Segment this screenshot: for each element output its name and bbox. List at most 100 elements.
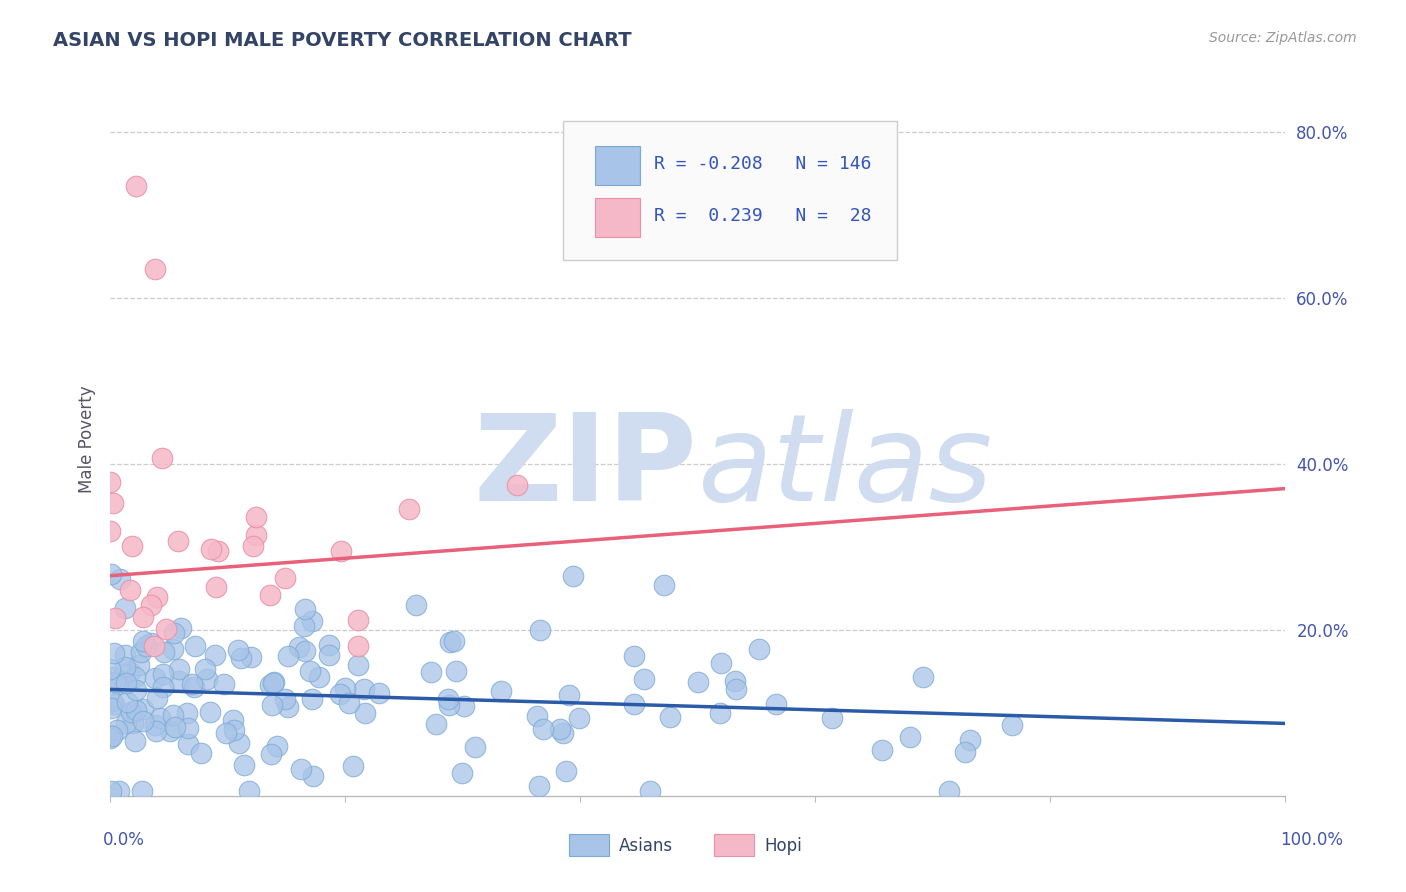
Point xyxy=(347,658,370,673)
Point xyxy=(155,622,177,636)
Point xyxy=(98,728,121,742)
Point xyxy=(222,723,245,738)
Text: Asians: Asians xyxy=(619,837,672,855)
Point xyxy=(548,723,571,737)
Point xyxy=(120,705,142,719)
Point xyxy=(242,539,264,553)
Point xyxy=(301,692,323,706)
Point xyxy=(287,640,309,654)
Point xyxy=(214,677,236,691)
Point xyxy=(233,758,256,772)
Point xyxy=(207,544,229,558)
Point xyxy=(898,730,921,744)
Point xyxy=(959,733,981,747)
Point xyxy=(568,710,591,724)
Point xyxy=(149,711,172,725)
Point xyxy=(132,634,155,648)
Point xyxy=(159,723,181,738)
Point xyxy=(623,648,645,663)
Point xyxy=(337,696,360,710)
Point xyxy=(652,578,675,592)
Point xyxy=(439,635,461,649)
Point xyxy=(506,478,529,492)
Point xyxy=(710,656,733,670)
Point xyxy=(105,723,128,737)
Text: atlas: atlas xyxy=(697,409,993,525)
Point xyxy=(318,638,340,652)
Point xyxy=(153,645,176,659)
Point xyxy=(100,700,122,714)
Point xyxy=(240,650,263,665)
Point xyxy=(190,746,212,760)
Point xyxy=(204,648,226,662)
Point xyxy=(183,681,205,695)
Point xyxy=(167,662,190,676)
Point xyxy=(725,682,748,697)
Point xyxy=(765,697,787,711)
Point xyxy=(124,734,146,748)
Point xyxy=(145,723,167,738)
Point xyxy=(200,541,222,556)
Point xyxy=(124,670,146,684)
Point xyxy=(176,737,198,751)
Point xyxy=(222,714,245,728)
Point xyxy=(292,619,315,633)
Point xyxy=(318,648,340,662)
Point xyxy=(150,450,173,465)
Point xyxy=(301,769,323,783)
Point xyxy=(821,711,844,725)
Point xyxy=(114,648,136,662)
Point xyxy=(169,673,191,688)
Point xyxy=(146,690,169,705)
Point xyxy=(135,639,157,653)
Point xyxy=(346,639,368,653)
Text: Hopi: Hopi xyxy=(765,837,803,855)
FancyBboxPatch shape xyxy=(562,121,897,260)
Point xyxy=(294,644,316,658)
Point xyxy=(259,588,281,602)
Point xyxy=(162,707,184,722)
Point xyxy=(562,568,585,582)
Point xyxy=(98,524,121,539)
Text: ZIP: ZIP xyxy=(474,409,697,525)
Point xyxy=(181,677,204,691)
Point xyxy=(238,784,260,798)
Point xyxy=(139,636,162,650)
Point xyxy=(333,681,356,695)
Point xyxy=(108,784,131,798)
Point xyxy=(353,681,375,696)
Point xyxy=(405,598,427,612)
Point xyxy=(166,534,188,549)
Point xyxy=(229,651,252,665)
Point xyxy=(152,680,174,694)
Point xyxy=(262,698,284,712)
Point xyxy=(139,599,162,613)
Point xyxy=(125,703,148,717)
Point xyxy=(557,689,579,703)
Point xyxy=(131,645,153,659)
Point xyxy=(115,695,138,709)
Point xyxy=(437,698,460,712)
Point xyxy=(633,672,655,686)
Point xyxy=(425,717,447,731)
Point xyxy=(274,571,297,585)
Point xyxy=(453,699,475,714)
Point xyxy=(100,729,122,743)
Text: ASIAN VS HOPI MALE POVERTY CORRELATION CHART: ASIAN VS HOPI MALE POVERTY CORRELATION C… xyxy=(53,31,633,50)
Point xyxy=(368,686,391,700)
Point xyxy=(162,641,184,656)
Point xyxy=(103,697,125,711)
Point xyxy=(132,610,155,624)
Point xyxy=(101,694,124,708)
Point xyxy=(143,261,166,276)
Point xyxy=(100,731,122,745)
Point xyxy=(103,670,125,684)
Point xyxy=(100,475,122,490)
Bar xyxy=(596,198,640,237)
Point xyxy=(308,670,330,684)
Point xyxy=(444,664,467,678)
Text: 0.0%: 0.0% xyxy=(103,831,145,849)
Point xyxy=(329,687,352,701)
Text: R =  0.239   N =  28: R = 0.239 N = 28 xyxy=(654,207,872,225)
Point xyxy=(398,502,420,516)
